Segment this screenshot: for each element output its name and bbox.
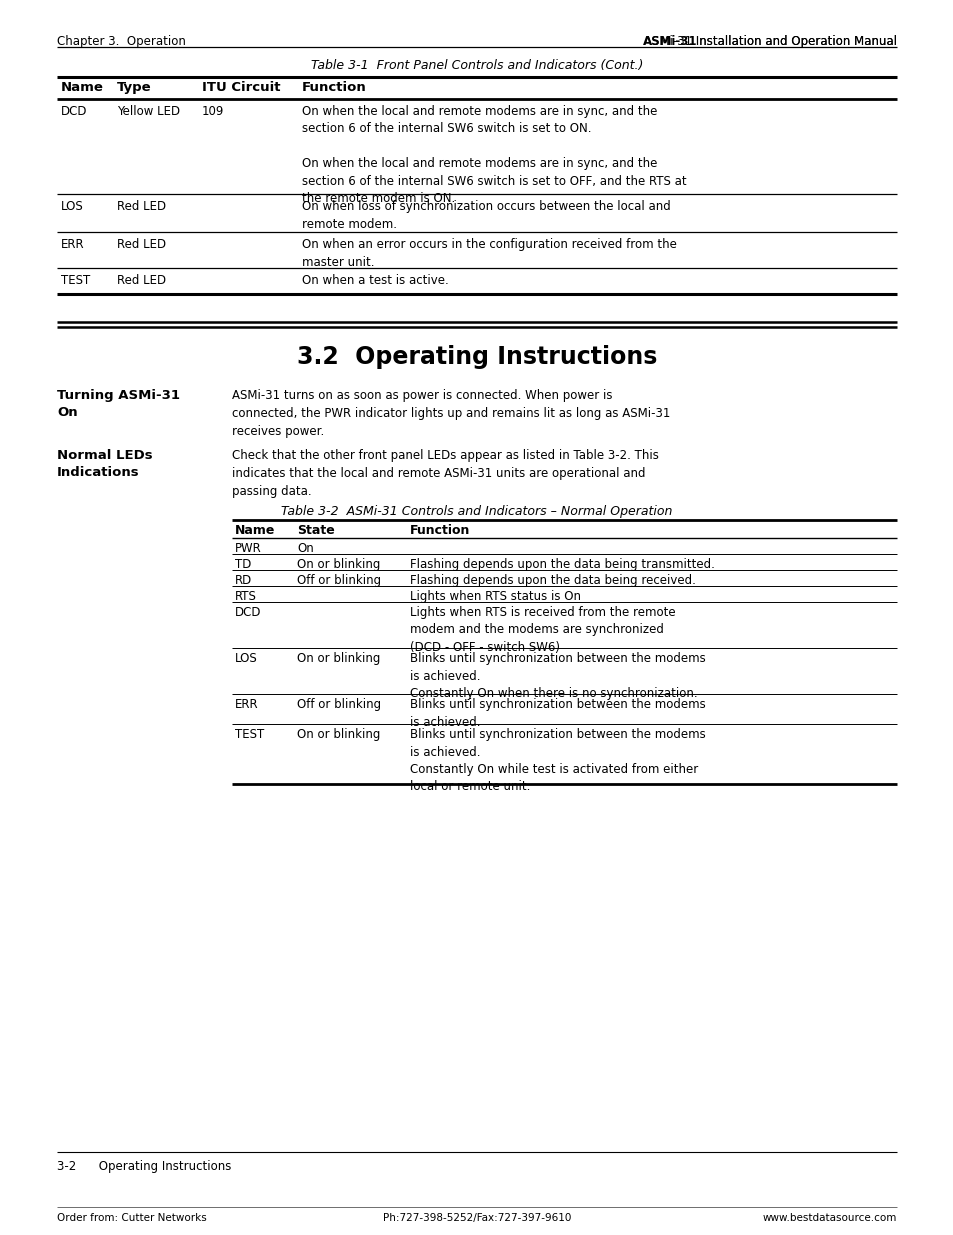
Text: Installation and Operation Manual: Installation and Operation Manual — [691, 35, 896, 48]
Text: Check that the other front panel LEDs appear as listed in Table 3-2. This
indica: Check that the other front panel LEDs ap… — [232, 450, 659, 498]
Text: On or blinking: On or blinking — [296, 558, 380, 571]
Text: Function: Function — [410, 524, 470, 537]
Text: 3-2      Operating Instructions: 3-2 Operating Instructions — [57, 1160, 232, 1173]
Text: Red LED: Red LED — [117, 274, 166, 287]
Text: Yellow LED: Yellow LED — [117, 105, 180, 119]
Text: TEST: TEST — [234, 727, 264, 741]
Text: RD: RD — [234, 574, 252, 587]
Text: ASMi-31 turns on as soon as power is connected. When power is
connected, the PWR: ASMi-31 turns on as soon as power is con… — [232, 389, 670, 438]
Text: Off or blinking: Off or blinking — [296, 574, 381, 587]
Text: Lights when RTS status is On: Lights when RTS status is On — [410, 590, 580, 603]
Text: On when a test is active.: On when a test is active. — [302, 274, 448, 287]
Text: Order from: Cutter Networks: Order from: Cutter Networks — [57, 1213, 207, 1223]
Text: On when an error occurs in the configuration received from the
master unit.: On when an error occurs in the configura… — [302, 238, 677, 268]
Text: Ph:727-398-5252/Fax:727-397-9610: Ph:727-398-5252/Fax:727-397-9610 — [382, 1213, 571, 1223]
Text: ASMi-31: ASMi-31 — [641, 35, 697, 48]
Text: On or blinking: On or blinking — [296, 727, 380, 741]
Text: DCD: DCD — [61, 105, 88, 119]
Text: On or blinking: On or blinking — [296, 652, 380, 664]
Text: Red LED: Red LED — [117, 238, 166, 251]
Text: 109: 109 — [202, 105, 224, 119]
Text: Flashing depends upon the data being received.: Flashing depends upon the data being rec… — [410, 574, 695, 587]
Text: State: State — [296, 524, 335, 537]
Text: TEST: TEST — [61, 274, 91, 287]
Text: Type: Type — [117, 82, 152, 94]
Text: LOS: LOS — [234, 652, 257, 664]
Text: ITU Circuit: ITU Circuit — [202, 82, 280, 94]
Text: Red LED: Red LED — [117, 200, 166, 212]
Text: ASMi-31 Installation and Operation Manual: ASMi-31 Installation and Operation Manua… — [643, 35, 896, 48]
Text: Chapter 3.  Operation: Chapter 3. Operation — [57, 35, 186, 48]
Text: Blinks until synchronization between the modems
is achieved.: Blinks until synchronization between the… — [410, 698, 705, 729]
Text: Lights when RTS is received from the remote
modem and the modems are synchronize: Lights when RTS is received from the rem… — [410, 606, 675, 655]
Text: Blinks until synchronization between the modems
is achieved.
Constantly On when : Blinks until synchronization between the… — [410, 652, 705, 700]
Text: DCD: DCD — [234, 606, 261, 619]
Text: Function: Function — [302, 82, 366, 94]
Text: ERR: ERR — [61, 238, 85, 251]
Text: www.bestdatasource.com: www.bestdatasource.com — [761, 1213, 896, 1223]
Text: On when the local and remote modems are in sync, and the
section 6 of the intern: On when the local and remote modems are … — [302, 105, 686, 205]
Text: Name: Name — [61, 82, 104, 94]
Text: LOS: LOS — [61, 200, 84, 212]
Text: Flashing depends upon the data being transmitted.: Flashing depends upon the data being tra… — [410, 558, 714, 571]
Text: Normal LEDs
Indications: Normal LEDs Indications — [57, 450, 152, 479]
Text: TD: TD — [234, 558, 251, 571]
Text: 3.2  Operating Instructions: 3.2 Operating Instructions — [296, 345, 657, 369]
Text: RTS: RTS — [234, 590, 256, 603]
Text: Name: Name — [234, 524, 275, 537]
Text: Table 3-2  ASMi-31 Controls and Indicators – Normal Operation: Table 3-2 ASMi-31 Controls and Indicator… — [281, 505, 672, 517]
Text: Table 3-1  Front Panel Controls and Indicators (Cont.): Table 3-1 Front Panel Controls and Indic… — [311, 59, 642, 72]
Text: On: On — [296, 542, 314, 555]
Text: Off or blinking: Off or blinking — [296, 698, 381, 711]
Text: ERR: ERR — [234, 698, 258, 711]
Text: Turning ASMi-31
On: Turning ASMi-31 On — [57, 389, 180, 419]
Text: Blinks until synchronization between the modems
is achieved.
Constantly On while: Blinks until synchronization between the… — [410, 727, 705, 794]
Text: PWR: PWR — [234, 542, 261, 555]
Text: On when loss of synchronization occurs between the local and
remote modem.: On when loss of synchronization occurs b… — [302, 200, 670, 231]
